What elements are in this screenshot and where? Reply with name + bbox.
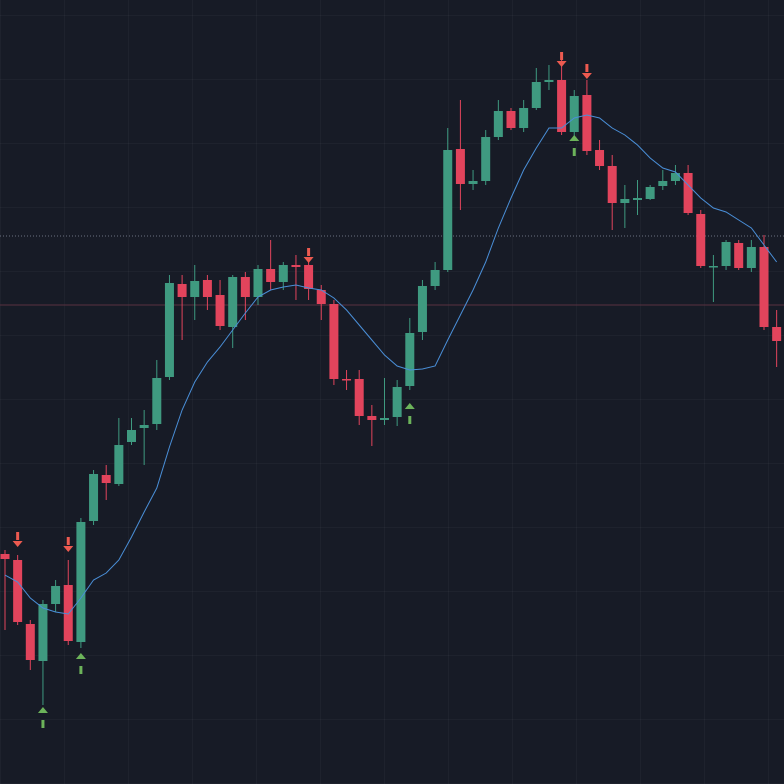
candle-body	[708, 266, 718, 268]
candle-body	[519, 108, 529, 128]
candle-body	[658, 181, 668, 186]
sell-signal-part	[307, 248, 311, 256]
sell-signal-part	[63, 546, 74, 552]
candle-body	[544, 80, 554, 82]
buy-signal-part	[404, 403, 415, 409]
buy-signal-part	[41, 720, 45, 728]
candle-body	[557, 80, 567, 132]
candle-body	[595, 150, 605, 166]
candle-body	[392, 387, 402, 417]
candle-body	[405, 333, 415, 386]
candle-body	[329, 304, 339, 379]
candle-body	[164, 283, 174, 377]
candle-body	[152, 378, 162, 424]
candle-body	[202, 280, 212, 297]
candle-body	[101, 475, 111, 483]
sell-signal	[303, 248, 314, 263]
candle-body	[759, 247, 769, 327]
buy-signal-part	[408, 416, 412, 424]
candle-body	[620, 199, 630, 203]
sell-signal	[63, 537, 74, 552]
buy-signal-part	[569, 135, 580, 141]
sell-signal-part	[560, 52, 564, 60]
candle-body	[342, 379, 352, 381]
candle-body	[89, 474, 99, 521]
sell-signal-part	[16, 532, 20, 540]
candle-body	[38, 604, 48, 661]
candle-body	[25, 624, 35, 660]
candle-body	[721, 242, 731, 266]
candle-body	[316, 290, 326, 304]
candle-body	[127, 430, 136, 442]
buy-signal	[75, 653, 86, 674]
candle-body	[683, 173, 693, 213]
sell-signal	[556, 52, 567, 67]
candle-body	[190, 281, 200, 297]
candle-body	[278, 265, 288, 282]
sell-signal-part	[585, 64, 589, 72]
candle-body	[63, 585, 73, 641]
candle-body	[481, 137, 491, 181]
candle-body	[177, 284, 187, 297]
candle-body	[266, 269, 276, 282]
candle-body	[468, 181, 478, 184]
candle-body	[645, 187, 655, 199]
candle-body	[430, 270, 440, 286]
candle-body	[367, 416, 377, 420]
candle-body	[114, 445, 124, 484]
candle-body	[506, 111, 516, 128]
sell-signal	[581, 64, 592, 79]
candle-body	[670, 173, 680, 181]
candle-body	[0, 554, 10, 559]
candle-body	[696, 214, 706, 266]
candle-body	[772, 327, 782, 341]
candle-body	[253, 269, 263, 297]
sell-signal-part	[303, 257, 314, 263]
buy-signal-part	[79, 666, 83, 674]
candle-body	[443, 150, 453, 270]
sell-signal	[12, 532, 23, 547]
candle-body	[139, 425, 149, 428]
candle-body	[380, 418, 389, 420]
candle-body	[734, 243, 744, 268]
buy-signal-part	[37, 707, 48, 713]
candle-body	[215, 295, 225, 326]
candle-body	[291, 265, 301, 267]
candle-body	[582, 95, 592, 151]
candle-body	[354, 379, 364, 416]
candle-body	[493, 111, 503, 137]
candle-body	[455, 149, 465, 184]
candle-body	[240, 277, 250, 297]
sell-signal-part	[581, 73, 592, 79]
candle-body	[531, 82, 541, 108]
candle-body	[633, 198, 642, 200]
buy-signal	[37, 707, 48, 728]
candle-body	[417, 286, 427, 332]
candle-body	[51, 586, 61, 604]
candle-body	[228, 277, 238, 327]
buy-signal-part	[75, 653, 86, 659]
candle-body	[304, 265, 314, 289]
buy-signal-part	[572, 148, 576, 156]
sell-signal-part	[66, 537, 70, 545]
buy-signal	[404, 403, 415, 424]
candle-body	[746, 247, 756, 268]
buy-signal	[569, 135, 580, 156]
candle-body	[76, 522, 86, 642]
candle-body	[13, 560, 23, 622]
sell-signal-part	[12, 541, 23, 547]
candle-body	[607, 166, 617, 203]
sell-signal-part	[556, 61, 567, 67]
candle-body	[569, 96, 579, 132]
moving-average	[4, 114, 778, 615]
